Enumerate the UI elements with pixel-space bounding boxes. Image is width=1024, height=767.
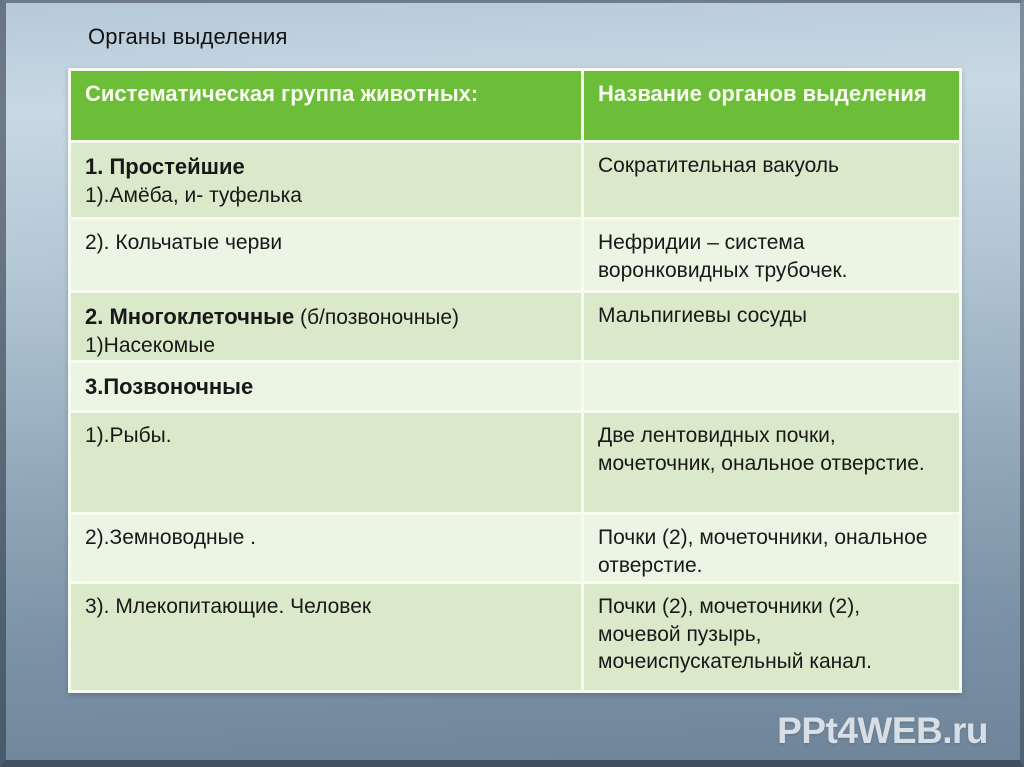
organ-name-cell: Две лентовидных почки, мочеточник, ональ…: [581, 413, 959, 512]
table-row: 2).Земноводные . Почки (2), мочеточники, …: [71, 515, 959, 584]
table-row: 2). Кольчатые черви Нефридии – система во…: [71, 220, 959, 293]
cell-text-line: 1. Простейшие: [85, 154, 245, 179]
cell-text-line: 3.Позвоночные: [85, 374, 254, 399]
table-row: 3). Млекопитающие. Человек Почки (2), моч…: [71, 584, 959, 690]
table-header-row: Систематическая группа животных: Названи…: [71, 71, 959, 143]
animal-group-cell: 2. Многоклеточные (б/позвоночные) 1)Насек…: [71, 293, 581, 360]
organ-name-cell: Сократительная вакуоль: [581, 143, 959, 217]
table-body: 1. Простейшие 1).Амёба, и- туфелька Сократ…: [71, 143, 959, 690]
cell-text-line: Сократительная вакуоль: [598, 154, 839, 177]
organ-name-cell: [581, 363, 959, 410]
animal-group-cell: 2).Земноводные .: [71, 515, 581, 581]
cell-text-line: Почки (2), мочеточники, ональное отверст…: [598, 526, 928, 577]
header-group-column: Систематическая группа животных:: [85, 81, 479, 106]
cell-text-line: 1).Рыбы.: [85, 424, 172, 447]
header-organs-column: Название органов выделения: [581, 71, 959, 140]
excretory-organs-table: Систематическая группа животных: Названи…: [68, 68, 962, 693]
cell-text-line: Почки (2), мочеточники (2), мочевой пузы…: [598, 595, 873, 674]
cell-text-line: Мальпигиевы сосуды: [598, 304, 807, 327]
animal-group-cell: 3.Позвоночные: [71, 363, 581, 410]
organ-name-cell: Мальпигиевы сосуды: [581, 293, 959, 360]
cell-text-line: 2). Кольчатые черви: [85, 231, 283, 254]
organ-name-cell: Нефридии – система воронковидных трубоче…: [581, 220, 959, 290]
cell-text-line: 2).Земноводные .: [85, 526, 257, 549]
cell-text-line: 1)Насекомые: [85, 333, 216, 357]
organ-name-cell: Почки (2), мочеточники (2), мочевой пузы…: [581, 584, 959, 690]
cell-text-line: 2. Многоклеточные (б/позвоночные): [85, 304, 460, 329]
table-row: 1. Простейшие 1).Амёба, и- туфелька Сократ…: [71, 143, 959, 220]
animal-group-cell: 3). Млекопитающие. Человек: [71, 584, 581, 690]
table-row: 2. Многоклеточные (б/позвоночные) 1)Насек…: [71, 293, 959, 363]
ppt4web-watermark: PPt4WEB.ru: [777, 710, 988, 751]
animal-group-cell: 2). Кольчатые черви: [71, 220, 581, 290]
table-row: 1).Рыбы. Две лентовидных почки, мочеточни…: [71, 413, 959, 515]
page-title: Органы выделения: [88, 24, 288, 49]
animal-group-cell: 1. Простейшие 1).Амёба, и- туфелька: [71, 143, 581, 217]
cell-text-line: Нефридии – система воронковидных трубоче…: [598, 231, 848, 282]
cell-text-line: Две лентовидных почки, мочеточник, ональ…: [598, 424, 925, 475]
cell-text-line: 1).Амёба, и- туфелька: [85, 183, 302, 207]
animal-group-cell: 1).Рыбы.: [71, 413, 581, 512]
table-row: 3.Позвоночные: [71, 363, 959, 413]
cell-text-line: 3). Млекопитающие. Человек: [85, 595, 372, 618]
organ-name-cell: Почки (2), мочеточники, ональное отверст…: [581, 515, 959, 581]
